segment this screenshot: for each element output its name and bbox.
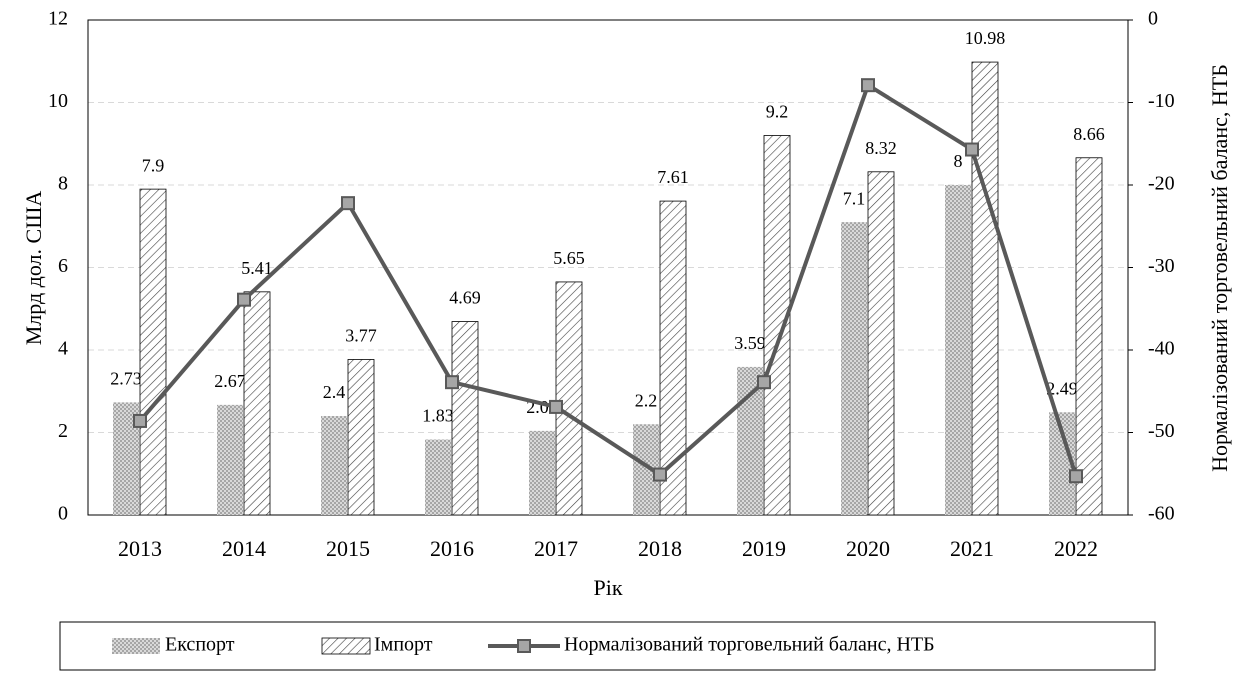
y2-tick-label: -10 [1148,90,1175,112]
x-tick-label: 2022 [1054,536,1098,561]
data-label: 7.9 [142,155,165,175]
marker [965,142,979,157]
marker [133,413,147,428]
data-label: 2.49 [1046,378,1078,398]
y-axis-label: Млрд дол. США [21,191,46,346]
data-label: 2.2 [635,390,658,410]
y-tick-label: 10 [48,90,68,112]
x-tick-label: 2017 [534,536,578,561]
y-tick-label: 12 [48,8,68,30]
legend-label: Імпорт [374,634,433,656]
data-label: 2.67 [214,371,246,391]
data-label: 8.32 [865,138,897,158]
marker [445,375,459,390]
bar [841,222,867,515]
marker [341,196,355,211]
bar [425,439,451,515]
bar [1075,157,1103,516]
marker [549,399,563,414]
bar [555,281,583,516]
bar [139,188,167,516]
marker [237,292,251,307]
y2-tick-label: -20 [1148,173,1175,195]
x-tick-label: 2019 [742,536,786,561]
bar [243,291,271,516]
bar [763,135,791,516]
y-tick-label: 2 [58,420,68,442]
plot-frame [87,19,1129,516]
bar [217,404,243,515]
bar [971,61,999,516]
bar [737,366,763,515]
marker [653,467,667,482]
y-tick-label: 0 [58,503,68,525]
legend-swatch [112,638,160,654]
legend-label: Нормалізований торговельний баланс, НТБ [564,634,935,656]
data-label: 4.69 [449,288,481,308]
x-axis-label: Рік [593,575,622,600]
data-label: 1.83 [422,406,454,426]
line [138,82,1078,478]
y-tick-label: 6 [58,255,68,277]
x-tick-label: 2021 [950,536,994,561]
x-tick-label: 2013 [118,536,162,561]
x-tick-label: 2018 [638,536,682,561]
y2-tick-label: -40 [1148,338,1175,360]
y2-tick-label: 0 [1148,8,1158,30]
legend-swatch [517,639,531,653]
bar [321,416,347,515]
bar [347,359,375,516]
data-label: 5.41 [241,258,273,278]
y2-axis-label: Нормалізований торговельний баланс, НТБ [1207,64,1232,472]
bar [945,185,971,515]
marker [1069,469,1083,484]
data-label: 3.59 [734,333,766,353]
x-tick-label: 2015 [326,536,370,561]
data-label: 3.77 [345,326,377,346]
data-label: 9.2 [766,102,789,122]
data-label: 5.65 [553,248,585,268]
bar [529,430,555,515]
data-label: 8 [954,151,963,171]
marker [861,78,875,93]
y-tick-label: 4 [58,338,68,360]
bar [451,321,479,516]
data-label: 7.1 [843,188,866,208]
legend-label: Експорт [165,634,235,656]
legend-swatch [321,637,371,655]
marker [757,375,771,390]
y2-tick-label: -30 [1148,255,1175,277]
data-label: 2.4 [323,382,346,402]
data-label: 8.66 [1073,124,1105,144]
bar [867,171,895,516]
y-tick-label: 8 [58,173,68,195]
data-label: 7.61 [657,167,689,187]
legend-box [59,621,1156,671]
data-label: 10.98 [965,28,1006,48]
x-tick-label: 2016 [430,536,474,561]
y2-tick-label: -60 [1148,503,1175,525]
x-tick-label: 2014 [222,536,266,561]
y2-tick-label: -50 [1148,420,1175,442]
x-tick-label: 2020 [846,536,890,561]
data-label: 2.73 [110,369,142,389]
